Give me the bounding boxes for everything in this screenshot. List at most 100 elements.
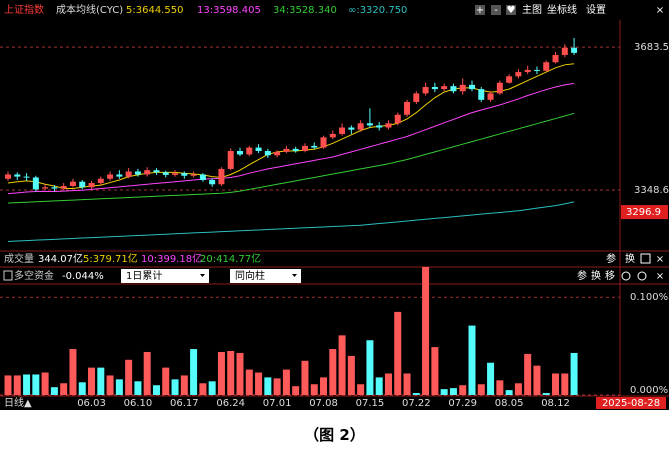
bar — [394, 311, 402, 395]
candle-body — [125, 171, 132, 177]
candle-body — [14, 174, 21, 177]
candle-body — [422, 86, 429, 94]
bar — [282, 369, 290, 395]
panel-tool[interactable]: 参 — [577, 269, 587, 282]
candle-body — [88, 183, 95, 188]
candle-body — [42, 187, 49, 189]
candle-body — [79, 181, 86, 188]
y-tick-label: 3348.6 — [634, 185, 669, 196]
dropdown-arrow[interactable] — [200, 274, 205, 277]
candle-body — [227, 151, 234, 169]
candle-body — [561, 47, 568, 55]
candle-body — [107, 174, 114, 179]
bar — [50, 387, 58, 395]
x-tick-label: 06.10 — [124, 398, 153, 409]
candle-body — [450, 86, 457, 92]
candle-body — [394, 114, 401, 124]
toolbar-icon[interactable]: ♥ — [507, 5, 516, 16]
bar — [542, 393, 550, 395]
x-tick-label: 07.15 — [356, 398, 385, 409]
candle-body — [524, 69, 531, 73]
toolbar-icon-box[interactable] — [506, 5, 516, 15]
panel-tool-circle[interactable] — [621, 271, 631, 281]
bar — [106, 375, 114, 395]
cost-line — [7, 82, 575, 195]
dropdown[interactable] — [230, 269, 301, 283]
bar — [496, 380, 504, 395]
bar — [570, 352, 578, 395]
toolbar-button[interactable]: 设置 — [586, 4, 606, 16]
dropdown[interactable] — [121, 269, 209, 283]
price-marker-label: 3296.9 — [626, 207, 661, 218]
bar — [273, 378, 281, 395]
toolbar-icon-box[interactable] — [491, 5, 501, 15]
toolbar-icon[interactable]: + — [476, 5, 484, 16]
candle-body — [404, 101, 411, 115]
toolbar-icon[interactable]: - — [494, 5, 498, 16]
fund-value: -0.044% — [62, 271, 104, 282]
toolbar-button[interactable]: 坐标线 — [547, 3, 577, 16]
candle-body — [51, 187, 58, 189]
bar — [412, 393, 420, 395]
candle-body — [190, 174, 197, 176]
bar — [403, 373, 411, 395]
chart: 上证指数 成本均线(CYC) 5:3644.550 13:3598.405 34:352… — [0, 0, 669, 410]
bar — [199, 383, 207, 395]
panel-tool-box[interactable] — [640, 253, 651, 264]
period-label[interactable]: 日线▲ — [4, 396, 32, 409]
bar — [190, 349, 198, 395]
caption: （图 2） — [304, 426, 365, 444]
candle-body — [134, 171, 141, 175]
bar — [366, 340, 374, 395]
panel-tool-remove[interactable] — [637, 271, 647, 281]
bar — [236, 352, 244, 395]
toolbar-button[interactable]: 主图 — [522, 4, 542, 16]
x-tick-label: 07.08 — [309, 398, 338, 409]
panel-tool-close[interactable]: × — [656, 254, 664, 265]
candle-body — [376, 125, 383, 128]
bar — [477, 384, 485, 395]
fund-title: 多空资金 — [14, 269, 54, 282]
bar — [60, 383, 68, 395]
panel-tool[interactable]: 换 — [591, 269, 601, 282]
date-marker-label: 2025-08-28 — [602, 398, 660, 409]
dropdown-arrow[interactable] — [292, 274, 297, 277]
x-tick-label: 06.24 — [216, 398, 245, 409]
volume-label: 344.07亿 — [38, 252, 83, 265]
volume-label: 5:379.71亿 — [83, 252, 138, 265]
bar — [384, 373, 392, 395]
bar — [329, 349, 337, 395]
panel-tool[interactable]: 参 — [606, 252, 616, 265]
candle-body — [218, 168, 225, 185]
dropdown-label[interactable]: 1日累计 — [126, 269, 162, 282]
bar — [97, 367, 105, 395]
panel-tool[interactable]: 换 — [625, 252, 635, 265]
legend-entry: 13:3598.405 — [197, 5, 261, 16]
symbol-name: 上证指数 — [4, 3, 44, 16]
legend-entry: 34:3528.340 — [273, 5, 337, 16]
candle-body — [496, 82, 503, 94]
x-tick-label: 08.12 — [541, 398, 570, 409]
x-tick-label: 07.22 — [402, 398, 431, 409]
x-tick-label: 06.17 — [170, 398, 199, 409]
legend-entry: ∞:3320.750 — [348, 5, 407, 16]
close-button[interactable]: × — [656, 5, 664, 16]
candle-body — [320, 137, 327, 148]
panel-tool-close[interactable]: × — [656, 271, 664, 282]
candle-body — [246, 147, 253, 155]
candle-body — [255, 147, 262, 152]
candle-body — [144, 170, 151, 175]
bar — [4, 375, 12, 395]
toolbar-icon-box[interactable] — [475, 5, 485, 15]
bar — [347, 355, 355, 395]
candle-body — [571, 47, 578, 53]
panel-tool[interactable]: 移 — [605, 269, 615, 282]
dropdown-label[interactable]: 同向柱 — [235, 269, 265, 282]
bar — [449, 388, 457, 395]
bar — [171, 379, 179, 395]
candle-body — [199, 174, 206, 181]
candle-body — [32, 177, 39, 190]
candle-body — [329, 133, 336, 138]
background — [0, 0, 669, 410]
